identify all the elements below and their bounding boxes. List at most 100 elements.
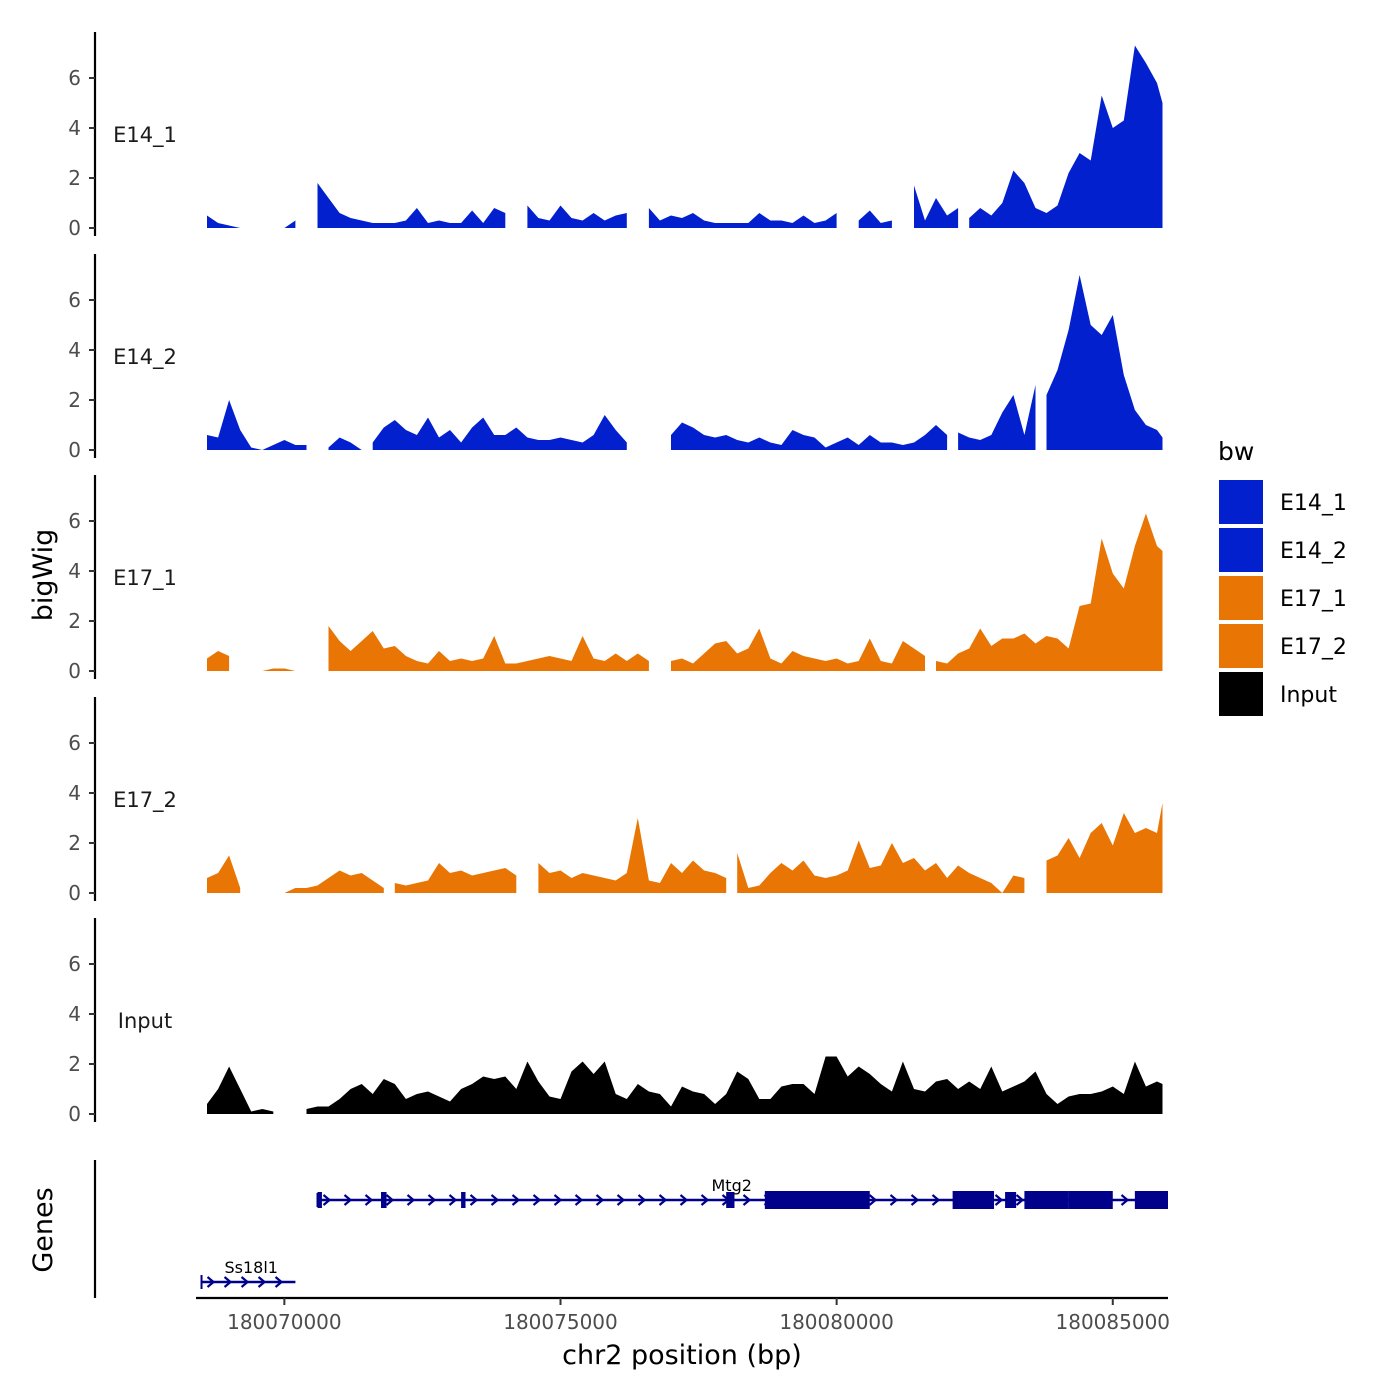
- strand-arrow: [448, 1194, 458, 1206]
- signal-area-E14_1: [527, 205, 627, 228]
- legend-swatch: [1219, 576, 1263, 620]
- strand-arrow: [511, 1194, 521, 1206]
- y-tick-label: 2: [68, 609, 81, 633]
- exon: [726, 1192, 735, 1208]
- strand-arrow: [322, 1194, 332, 1206]
- signal-area-E14_2: [207, 400, 307, 450]
- signal-area-Input: [207, 1066, 274, 1114]
- track-label: E17_1: [113, 566, 177, 591]
- strand-arrow: [364, 1194, 374, 1206]
- y-axis-title: bigWig: [28, 529, 59, 622]
- strand-arrow: [1120, 1194, 1130, 1206]
- exon: [764, 1191, 870, 1209]
- track-E14_1: 0 2 4 6 E14_1: [68, 32, 1163, 240]
- signal-area-E17_2: [394, 863, 517, 893]
- signal-area-E17_2: [737, 840, 1025, 893]
- track-label: E14_1: [113, 123, 177, 148]
- legend-label: E17_2: [1280, 635, 1347, 660]
- legend-swatch: [1219, 528, 1263, 572]
- y-tick-label: 6: [68, 509, 81, 533]
- strand-arrow: [240, 1276, 250, 1288]
- strand-arrow: [658, 1194, 668, 1206]
- legend-label: E17_1: [1280, 587, 1347, 612]
- strand-arrow: [679, 1194, 689, 1206]
- signal-area-E17_2: [538, 818, 727, 893]
- y-tick-label: 6: [68, 952, 81, 976]
- gene-label: Ss18l1: [224, 1258, 277, 1277]
- signal-area-E17_1: [328, 626, 649, 671]
- signal-area-E14_1: [273, 220, 296, 228]
- strand-arrow: [469, 1194, 479, 1206]
- legend-label: E14_2: [1280, 539, 1347, 564]
- y-tick-label: 2: [68, 166, 81, 190]
- gene-Mtg2: Mtg2: [316, 1176, 1168, 1209]
- strand-arrow: [595, 1194, 605, 1206]
- exon: [381, 1192, 387, 1208]
- y-tick-label: 4: [68, 338, 81, 362]
- signal-area-E17_2: [284, 870, 384, 893]
- strand-arrow: [385, 1194, 395, 1206]
- strand-arrow: [700, 1194, 710, 1206]
- x-tick-label: 180085000: [1056, 1310, 1171, 1334]
- signal-area-Input: [306, 1056, 1163, 1114]
- strand-arrow: [427, 1194, 437, 1206]
- strand-arrow: [257, 1276, 267, 1288]
- track-Input: 0 2 4 6 Input: [68, 918, 1163, 1126]
- signal-area-E14_1: [207, 215, 252, 228]
- signal-area-E14_2: [328, 437, 362, 450]
- strand-arrow: [742, 1194, 752, 1206]
- strand-arrow: [553, 1194, 563, 1206]
- track-E17_1: 0 2 4 6 E17_1: [68, 475, 1163, 683]
- signal-area-E14_2: [958, 385, 1036, 450]
- legend-swatch: [1219, 624, 1263, 668]
- track-label: E14_2: [113, 345, 177, 370]
- legend-swatch: [1219, 480, 1263, 524]
- legend: bw E14_1 E14_2 E17_1 E17_2 Input: [1218, 437, 1347, 716]
- exon: [952, 1191, 995, 1209]
- strand-arrow: [1015, 1194, 1025, 1206]
- y-tick-label: 4: [68, 559, 81, 583]
- y-tick-label: 0: [68, 881, 81, 905]
- legend-label: E14_1: [1280, 491, 1347, 516]
- exon: [1024, 1191, 1069, 1209]
- y-tick-label: 0: [68, 438, 81, 462]
- track-label: Input: [118, 1009, 172, 1033]
- strand-arrow: [223, 1276, 233, 1288]
- signal-area-E14_2: [1046, 275, 1163, 450]
- y-tick-label: 4: [68, 1002, 81, 1026]
- x-tick-label: 180075000: [503, 1310, 618, 1334]
- track-E14_2: 0 2 4 6 E14_2: [68, 254, 1163, 462]
- signal-tracks: 0 2 4 6 E14_1 0 2 4 6 E14_2 0 2 4 6 E17_1 0 2 4 6 E17_2 0 2 4 6…: [68, 32, 1163, 1126]
- signal-area-E14_2: [372, 415, 627, 450]
- strand-arrow: [910, 1194, 920, 1206]
- signal-area-E14_1: [914, 185, 959, 228]
- track-E17_2: 0 2 4 6 E17_2: [68, 697, 1163, 905]
- signal-area-E14_1: [858, 210, 892, 228]
- legend-swatch: [1219, 672, 1263, 716]
- strand-arrow: [343, 1194, 353, 1206]
- genes-panel: Mtg2 Ss18l1: [93, 1160, 1168, 1298]
- y-tick-label: 2: [68, 1052, 81, 1076]
- exon: [1005, 1192, 1017, 1208]
- strand-arrow: [931, 1194, 941, 1206]
- signal-area-E17_1: [262, 668, 296, 671]
- x-tick-label: 180070000: [227, 1310, 342, 1334]
- strand-arrow: [637, 1194, 647, 1206]
- exon: [461, 1192, 466, 1208]
- strand-arrow: [574, 1194, 584, 1206]
- y-tick-label: 4: [68, 116, 81, 140]
- strand-arrow: [206, 1276, 216, 1288]
- signal-area-E17_2: [207, 855, 241, 893]
- strand-arrow: [868, 1194, 878, 1206]
- y-tick-label: 6: [68, 288, 81, 312]
- y-tick-label: 0: [68, 216, 81, 240]
- genes-axis-title: Genes: [28, 1187, 59, 1272]
- exon: [1134, 1191, 1168, 1209]
- x-axis-title: chr2 position (bp): [562, 1340, 802, 1371]
- gene-Ss18l1: Ss18l1: [200, 1258, 296, 1289]
- y-tick-label: 6: [68, 66, 81, 90]
- strand-arrow: [274, 1276, 284, 1288]
- strand-arrow: [616, 1194, 626, 1206]
- strand-arrow: [490, 1194, 500, 1206]
